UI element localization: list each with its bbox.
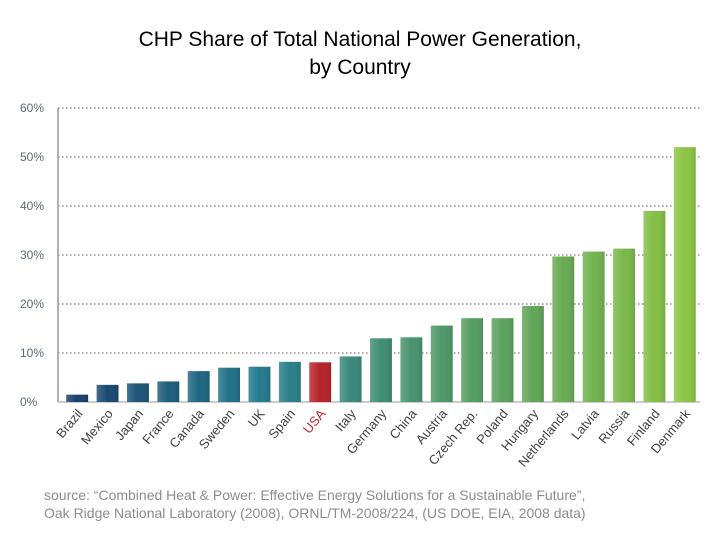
chart-title-line-1: CHP Share of Total National Power Genera… [138, 28, 582, 51]
bar-shading [339, 356, 362, 402]
y-tick-label: 0% [20, 395, 38, 409]
bar-shading [613, 248, 635, 402]
source-note: source: “Combined Heat & Power: Effectiv… [44, 486, 704, 522]
bars [66, 147, 696, 402]
chart-title-line-2: by Country [309, 56, 411, 79]
bar-shading [430, 325, 453, 402]
y-tick-label: 50% [20, 150, 44, 164]
x-tick-label: USA [300, 406, 329, 436]
bar-shading [461, 318, 484, 402]
bar-shading [218, 367, 241, 402]
bar-shading [582, 251, 605, 402]
y-tick-label: 20% [20, 297, 44, 311]
bar-shading [370, 338, 392, 402]
y-tick-label: 10% [20, 346, 44, 360]
bar-shading [673, 147, 696, 402]
x-tick-label: UK [245, 406, 268, 430]
bar-shading [66, 394, 89, 402]
y-tick-label: 30% [20, 248, 44, 262]
bar-shading [552, 256, 575, 402]
bar-shading [491, 318, 514, 402]
source-line-1: source: “Combined Heat & Power: Effectiv… [44, 487, 586, 503]
y-tick-label: 40% [20, 199, 44, 213]
y-tick-label: 60% [20, 101, 44, 115]
bar-shading [96, 384, 119, 402]
x-tick-label: Spain [265, 406, 298, 441]
bar-shading [248, 366, 271, 402]
bar-shading [309, 362, 332, 402]
bar-shading [521, 305, 544, 402]
chart-title: CHP Share of Total National Power Genera… [0, 26, 720, 82]
bar-shading [400, 337, 423, 402]
bar-shading [157, 381, 180, 402]
bar-shading [278, 361, 301, 402]
bar-shading [187, 371, 210, 402]
source-line-2: Oak Ridge National Laboratory (2008), OR… [44, 505, 586, 521]
bar-shading [643, 210, 666, 402]
x-tick-label: Mexico [78, 406, 116, 447]
x-tick-label: Italy [332, 406, 359, 434]
bar-shading [127, 383, 149, 402]
